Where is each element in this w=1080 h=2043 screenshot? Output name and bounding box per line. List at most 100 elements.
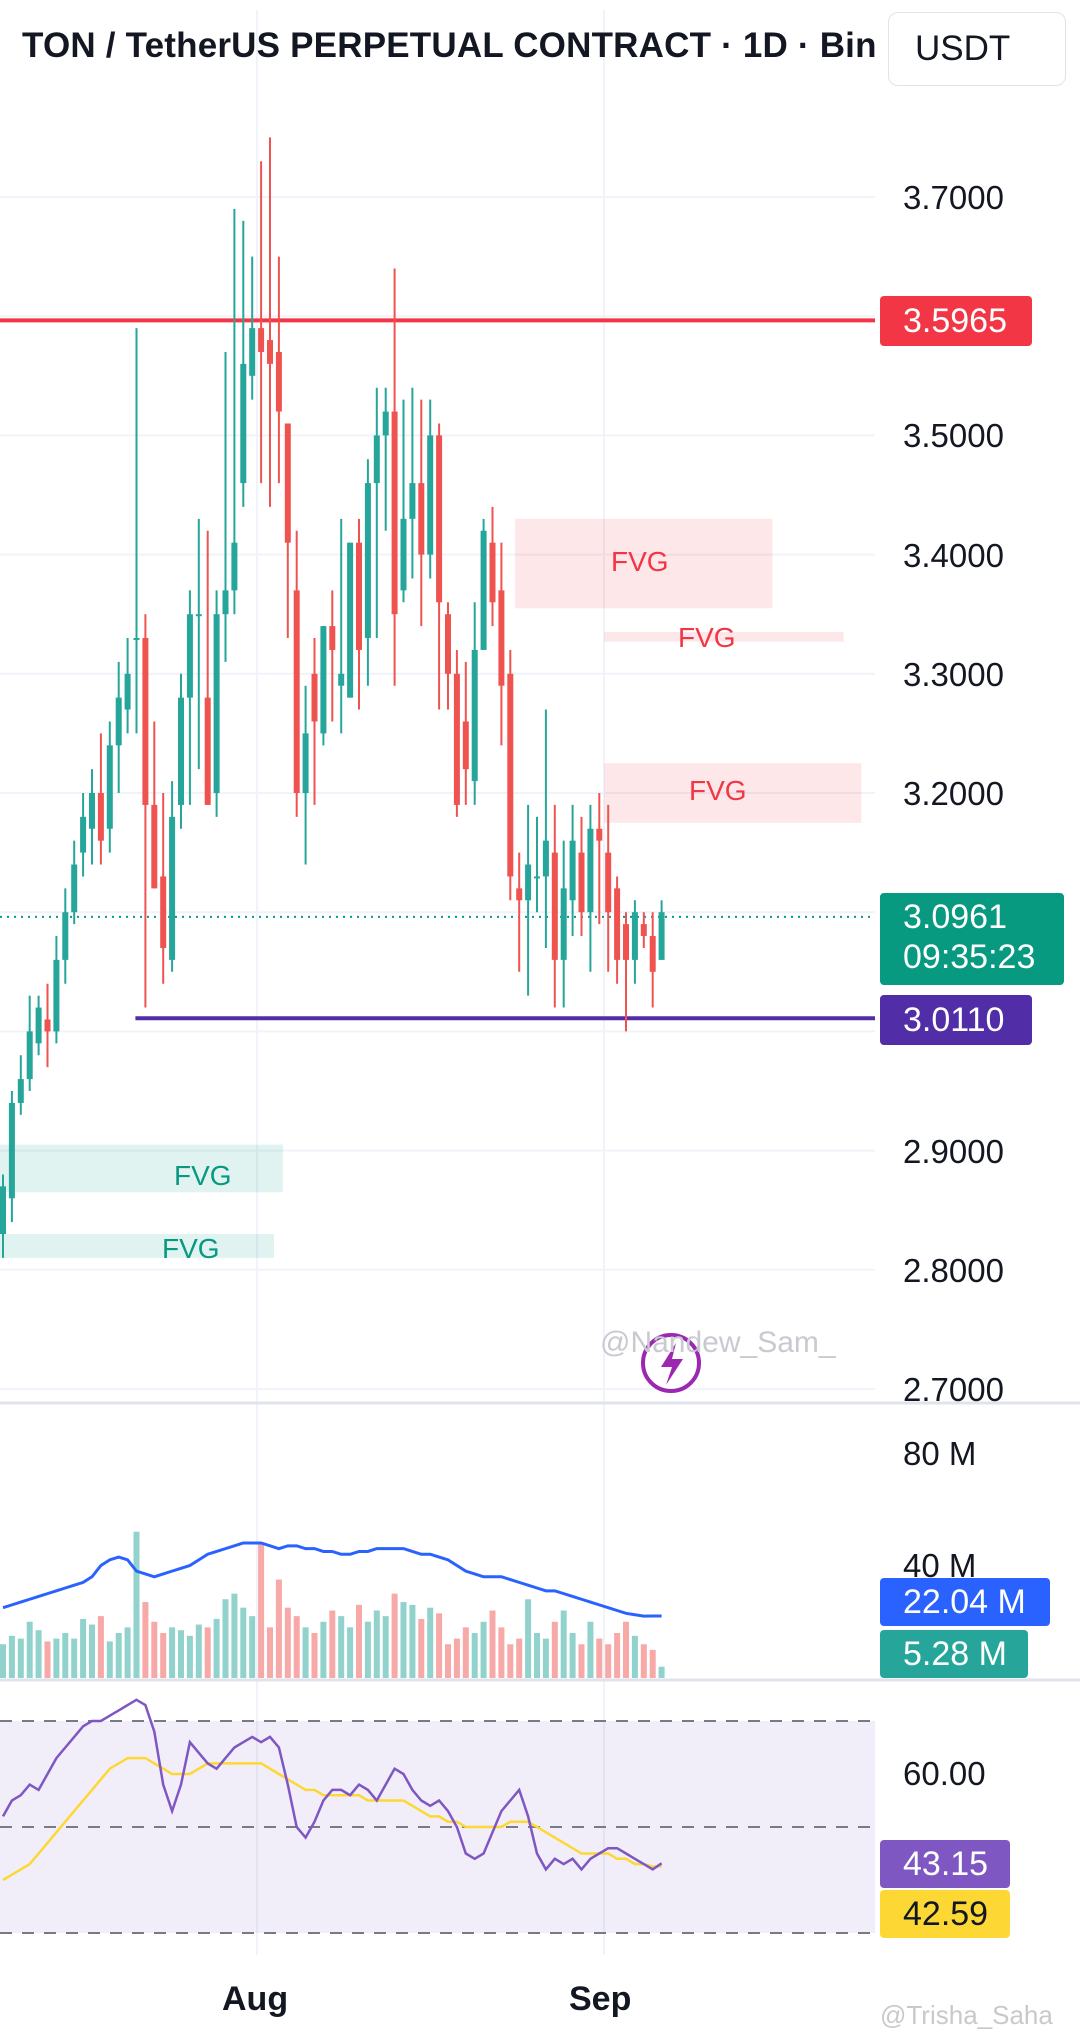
lightning-icon bbox=[661, 1343, 683, 1385]
volume-bar bbox=[240, 1607, 247, 1678]
volume-bar bbox=[356, 1604, 362, 1678]
rsi-ma-tag: 42.59 bbox=[880, 1890, 1010, 1938]
fvg-label: FVG bbox=[678, 622, 736, 653]
rsi-band-background bbox=[0, 1721, 875, 1933]
volume-tag: 5.28 M bbox=[880, 1630, 1028, 1678]
volume-bar bbox=[587, 1621, 594, 1678]
bullish-candle bbox=[569, 840, 576, 901]
volume-bar bbox=[293, 1616, 300, 1678]
volume-bar bbox=[436, 1613, 443, 1678]
currency-selector[interactable]: USDT bbox=[888, 12, 1066, 86]
volume-bar bbox=[640, 1644, 647, 1678]
bullish-candle bbox=[222, 590, 229, 615]
bearish-candle bbox=[453, 673, 460, 805]
volume-axis-tick: 40 M bbox=[903, 1547, 977, 1584]
rsi-value-tag: 43.15 bbox=[880, 1840, 1010, 1888]
bullish-candle bbox=[525, 864, 532, 901]
volume-bar bbox=[409, 1604, 416, 1678]
volume-bar bbox=[525, 1599, 532, 1678]
bullish-candle bbox=[427, 435, 434, 555]
volume-bar bbox=[560, 1610, 567, 1678]
volume-bar bbox=[62, 1633, 69, 1678]
bearish-candle bbox=[551, 852, 558, 960]
bearish-fvg-zone bbox=[604, 763, 862, 823]
volume-bar bbox=[551, 1621, 558, 1678]
volume-bar bbox=[462, 1627, 469, 1678]
price-axis-tick: 2.7000 bbox=[903, 1371, 1004, 1408]
bullish-candle bbox=[240, 363, 247, 484]
volume-bar bbox=[596, 1638, 603, 1678]
volume-bar bbox=[471, 1633, 478, 1678]
volume-bar bbox=[106, 1641, 113, 1678]
bullish-candle bbox=[302, 733, 309, 793]
price-axis-tick: 3.3000 bbox=[903, 656, 1004, 693]
volume-bar bbox=[17, 1638, 24, 1678]
volume-bar bbox=[453, 1638, 460, 1678]
volume-bar bbox=[186, 1635, 193, 1678]
date-axis-label: Sep bbox=[569, 1980, 632, 2018]
bullish-candle bbox=[124, 673, 131, 710]
bullish-candle bbox=[80, 816, 87, 853]
bullish-candle bbox=[53, 959, 60, 1032]
volume-bar bbox=[631, 1635, 638, 1678]
volume-bar bbox=[284, 1607, 291, 1678]
bearish-candle bbox=[623, 924, 629, 960]
bearish-candle bbox=[462, 721, 469, 770]
volume-bar bbox=[124, 1627, 131, 1678]
bullish-candle bbox=[382, 411, 389, 436]
volume-bar bbox=[498, 1627, 505, 1678]
bearish-candle bbox=[44, 1019, 51, 1032]
volume-bar bbox=[249, 1616, 256, 1678]
volume-bar bbox=[605, 1644, 612, 1678]
fvg-label: FVG bbox=[162, 1233, 220, 1264]
lightning-badge-icon bbox=[641, 1333, 701, 1393]
bullish-candle bbox=[338, 673, 345, 686]
volume-bar bbox=[338, 1616, 345, 1678]
bullish-candle bbox=[631, 912, 638, 960]
volume-axis-tick: 80 M bbox=[903, 1435, 977, 1472]
bearish-fvg-zone bbox=[515, 518, 773, 609]
bullish-candle bbox=[195, 614, 202, 617]
volume-bar bbox=[133, 1531, 140, 1678]
volume-bar bbox=[418, 1618, 425, 1678]
volume-bar bbox=[89, 1624, 95, 1678]
bearish-candle bbox=[267, 340, 273, 364]
bearish-candle bbox=[649, 936, 656, 972]
price-axis-tick: 3.2000 bbox=[903, 775, 1004, 812]
bullish-candle bbox=[587, 828, 594, 913]
volume-bar bbox=[364, 1621, 371, 1678]
bearish-candle bbox=[275, 351, 282, 412]
bearish-candle bbox=[284, 423, 291, 543]
bullish-candle bbox=[89, 793, 95, 829]
bullish-candle bbox=[373, 435, 380, 484]
volume-bar bbox=[507, 1644, 514, 1678]
current-price-value: 3.0961 bbox=[903, 898, 1007, 936]
bearish-candle bbox=[391, 411, 398, 615]
bullish-candle bbox=[480, 530, 487, 650]
footer-watermark: @Trisha_Saha bbox=[880, 2000, 1053, 2030]
volume-bar bbox=[204, 1627, 211, 1678]
price-axis-tick: 3.4000 bbox=[903, 537, 1004, 574]
volume-bar bbox=[258, 1543, 265, 1678]
price-axis-tick: 2.8000 bbox=[903, 1252, 1004, 1289]
volume-bar bbox=[115, 1633, 122, 1678]
volume-bar bbox=[142, 1602, 149, 1678]
volume-bar bbox=[578, 1644, 585, 1678]
volume-bar bbox=[658, 1666, 665, 1678]
volume-bar bbox=[320, 1621, 327, 1678]
bullish-candle bbox=[364, 483, 371, 639]
volume-bar bbox=[382, 1616, 389, 1678]
bullish-fvg-zone bbox=[0, 1144, 283, 1193]
author-watermark: @Nandew_Sam_ bbox=[600, 1326, 836, 1359]
volume-bar bbox=[231, 1593, 238, 1678]
volume-bar bbox=[302, 1627, 309, 1678]
volume-bar bbox=[649, 1649, 656, 1678]
bullish-candle bbox=[17, 1079, 24, 1103]
bearish-candle bbox=[311, 673, 318, 722]
volume-bar bbox=[614, 1633, 621, 1678]
bullish-candle bbox=[400, 518, 407, 591]
bearish-candle bbox=[356, 542, 362, 650]
bullish-candle bbox=[560, 888, 567, 960]
volume-ma-tag: 22.04 M bbox=[880, 1578, 1050, 1626]
